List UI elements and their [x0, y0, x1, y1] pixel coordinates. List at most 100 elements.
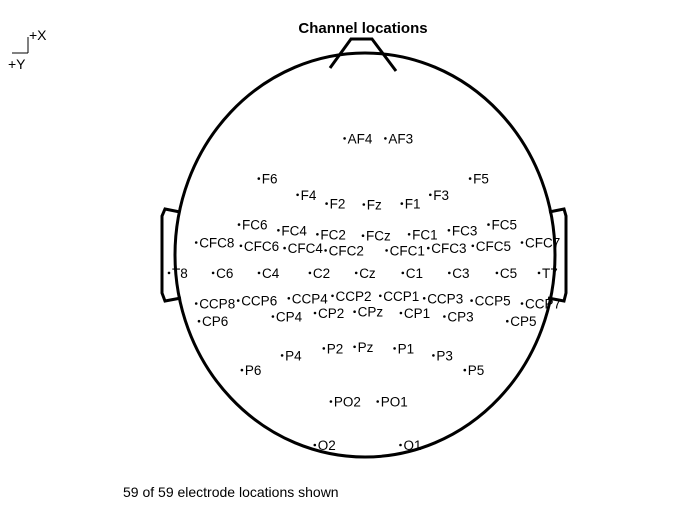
electrode-label: C1 [406, 266, 423, 281]
electrode-marker [443, 315, 446, 318]
electrode-ccp2: CCP2 [331, 289, 372, 304]
electrode-label: CCP2 [336, 289, 372, 304]
electrode-o2: O2 [313, 438, 336, 453]
electrode-marker [277, 229, 280, 232]
electrode-marker [257, 177, 261, 180]
electrode-label: PO1 [381, 395, 408, 410]
electrode-c1: C1 [401, 266, 423, 281]
electrode-cfc5: CFC5 [471, 239, 511, 254]
electrode-label: P5 [468, 363, 485, 378]
electrode-marker [468, 177, 472, 180]
electrode-p6: P6 [240, 363, 262, 378]
electrode-marker [325, 202, 328, 205]
electrode-marker [379, 294, 382, 298]
electrode-marker [399, 443, 402, 447]
electrode-marker [401, 271, 405, 275]
electrode-marker [353, 310, 356, 314]
electrode-marker [520, 302, 524, 305]
electrode-af4: AF4 [343, 131, 373, 146]
electrode-cp6: CP6 [197, 314, 228, 329]
electrode-label: CFC6 [244, 239, 279, 254]
electrode-marker [329, 400, 333, 403]
electrode-marker [236, 299, 240, 302]
electrode-f2: F2 [325, 197, 345, 212]
electrode-marker [324, 249, 327, 252]
electrode-label: CCP5 [475, 294, 511, 309]
electrode-po2: PO2 [329, 395, 361, 410]
electrode-label: O2 [318, 438, 336, 453]
electrode-label: AF4 [348, 131, 373, 146]
electrode-c2: C2 [308, 266, 330, 281]
electrode-marker [353, 345, 356, 349]
electrode-label: F4 [301, 188, 317, 203]
electrode-marker [487, 223, 490, 226]
electrode-label: CFC1 [390, 243, 425, 258]
electrode-f4: F4 [296, 188, 317, 203]
electrode-t7: T7 [537, 266, 558, 281]
electrode-marker [316, 233, 319, 236]
electrode-label: Cz [359, 266, 376, 281]
electrode-marker [239, 244, 243, 248]
electrode-label: CFC8 [199, 236, 234, 251]
electrode-marker [167, 271, 171, 275]
electrode-label: PO2 [334, 395, 361, 410]
electrode-marker [322, 347, 326, 350]
electrode-label: CFC3 [431, 241, 466, 256]
electrode-label: F1 [405, 197, 421, 212]
electrode-label: F6 [262, 172, 278, 187]
electrode-cfc7: CFC7 [520, 236, 560, 251]
electrode-label: CCP7 [525, 297, 561, 312]
electrode-marker [211, 271, 215, 275]
electrode-label: P4 [285, 348, 302, 363]
electrode-marker [432, 354, 435, 357]
electrode-cfc6: CFC6 [239, 239, 279, 254]
electrode-marker [343, 137, 346, 140]
electrode-marker [422, 297, 426, 300]
electrode-cpz: CPz [353, 305, 383, 320]
electrode-marker [331, 294, 334, 298]
electrode-fc1: FC1 [407, 227, 438, 242]
y-axis-label: +Y [8, 56, 26, 72]
electrode-label: FC4 [281, 223, 307, 238]
electrode-cp1: CP1 [399, 306, 430, 321]
electrode-marker [407, 233, 411, 236]
axis-orientation-indicator: +X +Y [8, 27, 47, 72]
electrode-label: C2 [313, 266, 330, 281]
electrode-cfc4: CFC4 [283, 241, 323, 256]
electrode-fc6: FC6 [237, 218, 268, 233]
electrode-marker [280, 354, 284, 357]
electrode-fz: Fz [362, 198, 382, 213]
electrode-af3: AF3 [384, 131, 413, 146]
electrode-c3: C3 [448, 266, 470, 281]
electrode-p3: P3 [432, 348, 453, 363]
electrode-marker [354, 271, 358, 275]
electrode-c5: C5 [495, 266, 517, 281]
electrode-count-footer: 59 of 59 electrode locations shown [123, 484, 339, 500]
electrode-marker [194, 241, 198, 244]
electrode-marker [376, 400, 380, 403]
electrode-label: Pz [358, 340, 374, 355]
electrode-cfc1: CFC1 [385, 243, 425, 258]
electrode-label: P3 [436, 348, 453, 363]
right-ear-shape [547, 207, 568, 303]
electrode-label: F3 [433, 188, 449, 203]
electrode-cp4: CP4 [271, 310, 303, 325]
electrode-marker [470, 299, 473, 302]
electrode-label: CP2 [318, 306, 344, 321]
electrode-marker [429, 193, 432, 197]
electrode-cfc3: CFC3 [427, 241, 467, 256]
electrode-ccp3: CCP3 [422, 291, 463, 306]
electrode-label: CPz [358, 305, 384, 320]
electrode-marker [362, 203, 366, 206]
electrode-p4: P4 [280, 348, 302, 363]
electrode-label: P6 [245, 363, 262, 378]
electrode-label: O1 [404, 438, 422, 453]
electrode-label: Fz [367, 198, 382, 213]
electrode-p5: P5 [463, 363, 485, 378]
electrode-p2: P2 [322, 341, 343, 356]
electrode-fc2: FC2 [316, 227, 346, 242]
electrode-fc4: FC4 [277, 223, 307, 238]
electrode-c4: C4 [257, 266, 280, 281]
electrode-f3: F3 [429, 188, 449, 203]
electrode-marker [427, 246, 430, 250]
